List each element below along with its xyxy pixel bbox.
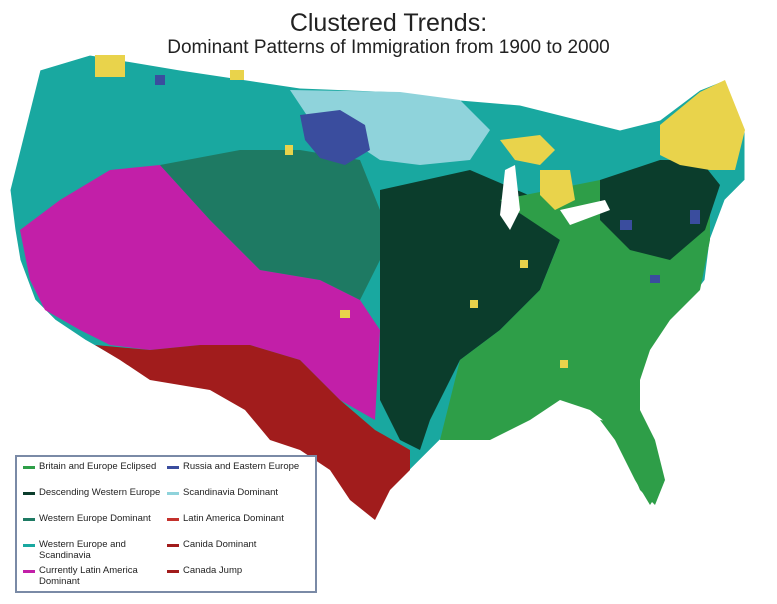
legend-item: Latin America Dominant bbox=[167, 513, 317, 539]
region-canada-dominant-south bbox=[95, 345, 410, 520]
legend-item: Russia and Eastern Europe bbox=[167, 461, 317, 487]
purple-county bbox=[650, 275, 660, 283]
legend-item: Western Europe and Scandinavia bbox=[23, 539, 163, 565]
yellow-county bbox=[560, 360, 568, 368]
yellow-county bbox=[340, 310, 350, 318]
legend-item: Canida Dominant bbox=[167, 539, 317, 565]
map-subtitle: Dominant Patterns of Immigration from 19… bbox=[167, 37, 610, 58]
legend-label: Canada Jump bbox=[183, 565, 243, 576]
yellow-county bbox=[95, 55, 125, 77]
legend-label: Latin America Dominant bbox=[183, 513, 284, 524]
legend-label: Currently Latin America Dominant bbox=[39, 565, 138, 587]
region-east-green bbox=[440, 170, 710, 505]
region-michigan-up bbox=[500, 135, 555, 165]
purple-county bbox=[155, 75, 165, 85]
legend-label: Descending Western Europe bbox=[39, 487, 161, 498]
region-michigan-lp bbox=[540, 170, 575, 210]
legend-item: Currently Latin America Dominant bbox=[23, 565, 163, 591]
legend-label: Russia and Eastern Europe bbox=[183, 461, 300, 472]
legend-label: Western Europe Dominant bbox=[39, 513, 151, 524]
legend-swatch bbox=[167, 466, 179, 469]
legend-item: Canada Jump bbox=[167, 565, 317, 591]
legend-label: Western Europe and Scandinavia bbox=[39, 539, 126, 561]
legend-item: Britain and Europe Eclipsed bbox=[23, 461, 163, 487]
region-russia-nd bbox=[300, 110, 370, 165]
region-new-england bbox=[660, 80, 745, 170]
yellow-county bbox=[520, 260, 528, 268]
region-plains bbox=[160, 150, 380, 300]
yellow-county bbox=[285, 145, 293, 155]
legend-label: Scandinavia Dominant bbox=[183, 487, 279, 498]
legend-swatch bbox=[23, 466, 35, 469]
legend-column-right: Russia and Eastern Europe Scandinavia Do… bbox=[167, 461, 317, 591]
region-florida bbox=[600, 420, 660, 505]
lake-michigan bbox=[500, 165, 520, 230]
region-latin-dominant-west bbox=[20, 165, 380, 420]
legend-swatch bbox=[23, 492, 35, 495]
legend-item: Descending Western Europe bbox=[23, 487, 163, 513]
legend-swatch bbox=[23, 544, 35, 547]
region-midwest-dark bbox=[380, 170, 560, 450]
yellow-county bbox=[470, 300, 478, 308]
legend-item: Western Europe Dominant bbox=[23, 513, 163, 539]
legend-label: Canida Dominant bbox=[183, 539, 257, 550]
legend-swatch bbox=[167, 544, 179, 547]
legend-label: Britain and Europe Eclipsed bbox=[39, 461, 157, 472]
legend-item: Scandinavia Dominant bbox=[167, 487, 317, 513]
map-title: Clustered Trends: bbox=[289, 9, 488, 37]
region-scandinavia bbox=[290, 90, 490, 165]
legend-swatch bbox=[167, 518, 179, 521]
legend-swatch bbox=[167, 492, 179, 495]
region-northeast bbox=[600, 160, 720, 260]
purple-county bbox=[620, 220, 632, 230]
legend-column-left: Britain and Europe Eclipsed Descending W… bbox=[23, 461, 163, 591]
lake-erie bbox=[560, 200, 610, 225]
legend-swatch bbox=[23, 518, 35, 521]
purple-county bbox=[690, 210, 700, 224]
legend-swatch bbox=[167, 570, 179, 573]
legend-box: Britain and Europe Eclipsed Descending W… bbox=[15, 455, 317, 593]
legend-swatch bbox=[23, 570, 35, 573]
yellow-county bbox=[230, 70, 244, 80]
